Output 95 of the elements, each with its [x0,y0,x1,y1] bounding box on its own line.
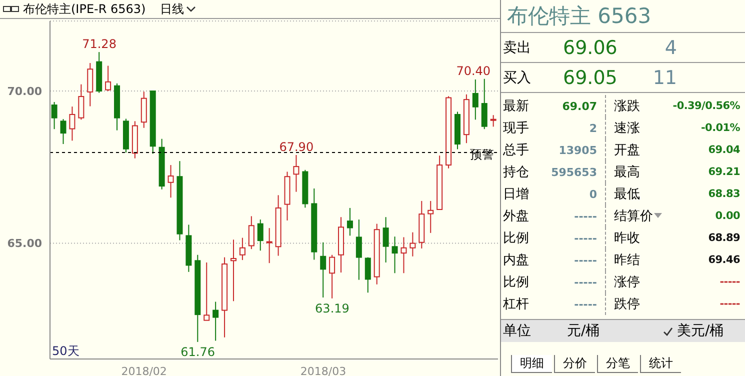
text: 69.05 [563,66,618,88]
candlestick [320,242,326,298]
chart-subtitle: 日线 [160,0,184,18]
y-tick-label: 65.00 [7,237,42,250]
text: 卖出 [503,38,532,56]
candlestick [105,65,112,92]
text: ----- [718,276,741,288]
text: 布伦特主 6563 [506,3,652,30]
x-tick-label: 2018/03 [300,364,346,376]
candlestick [212,301,219,342]
text: -0.01% [700,122,741,134]
text: 分笔 [597,355,638,373]
text: 最高 [614,164,641,181]
text: 69.07 [561,100,597,112]
text: ----- [718,298,741,310]
text: -0.39/0.56% [672,100,741,112]
text: 分价 [554,355,595,373]
text: 总手 [503,142,530,159]
text: 单位 [503,322,532,340]
text: 69.46 [707,254,741,266]
candlestick [204,262,210,321]
text: 最新 [503,98,530,115]
text: 昨结 [614,252,641,269]
annotation: 61.76 [180,344,216,359]
candlestick [428,200,434,234]
candlestick [87,62,94,107]
text: 13905 [558,144,597,156]
chart-title: 布伦特主(IPE-R 6563) [23,0,146,18]
text: 0.00 [714,210,741,222]
x-tick-label: 2018/02 [121,364,167,376]
candlestick [364,256,371,294]
text: 涨停 [614,274,641,291]
candlestick [293,154,300,192]
candlestick [481,78,488,130]
text: ----- [573,232,597,244]
candlestick [140,91,147,128]
text: 69.04 [707,144,741,156]
text: 11 [652,66,677,88]
text: 结算价 [614,208,654,225]
candlestick [382,216,389,263]
text: 明细 [511,355,552,373]
y-tick-label: 70.00 [7,84,42,98]
text: 速涨 [614,120,641,137]
annotation: 71.28 [82,37,116,52]
annotation: 63.19 [315,301,350,316]
candlestick [266,228,272,264]
annotation: 67.90 [279,140,314,154]
text: 2 [588,122,597,134]
annotation: 50天 [52,344,80,358]
text: 外盘 [503,208,530,225]
annotation: 70.40 [456,64,491,78]
text: ----- [573,298,597,310]
candlestick [490,114,496,128]
text: 统计 [640,355,681,373]
text: 日增 [503,186,530,203]
text: 昨收 [614,230,641,247]
candlestick [230,239,236,302]
text: 买入 [503,68,532,86]
text: 内盘 [503,252,530,269]
candlestick [60,118,66,145]
text: 最低 [614,186,641,203]
text: 跌停 [614,296,641,313]
candlestick [392,236,398,274]
text: 现手 [503,120,530,137]
candlestick [239,237,246,261]
candlestick [248,216,254,250]
text: 比例 [503,274,530,291]
candlestick [472,78,478,120]
candlestick [356,219,362,280]
candlestick [346,207,353,236]
text: 0 [588,188,597,200]
candlestick [78,84,84,120]
text: 68.89 [707,232,741,244]
text: 涨跌 [614,98,641,115]
text: 69.21 [707,166,741,178]
text: 68.83 [707,188,741,200]
candlestick [257,219,264,252]
text: 杠杆 [503,296,530,313]
text: ----- [573,276,597,288]
candlestick [410,232,416,257]
text: 开盘 [614,142,641,159]
text: 元/桶 [567,322,601,340]
candlestick [69,106,76,142]
candlestick [329,254,336,299]
text: ----- [573,210,597,222]
candlestick [168,164,174,198]
text: 比例 [503,230,530,247]
text: 69.06 [563,36,618,58]
text: 4 [664,36,677,58]
text: 美元/桶 [677,322,724,340]
candlestick [51,102,58,130]
text: 595653 [550,166,597,178]
text: ----- [573,254,597,266]
text: 持仓 [503,164,530,181]
candlestick [400,236,407,274]
